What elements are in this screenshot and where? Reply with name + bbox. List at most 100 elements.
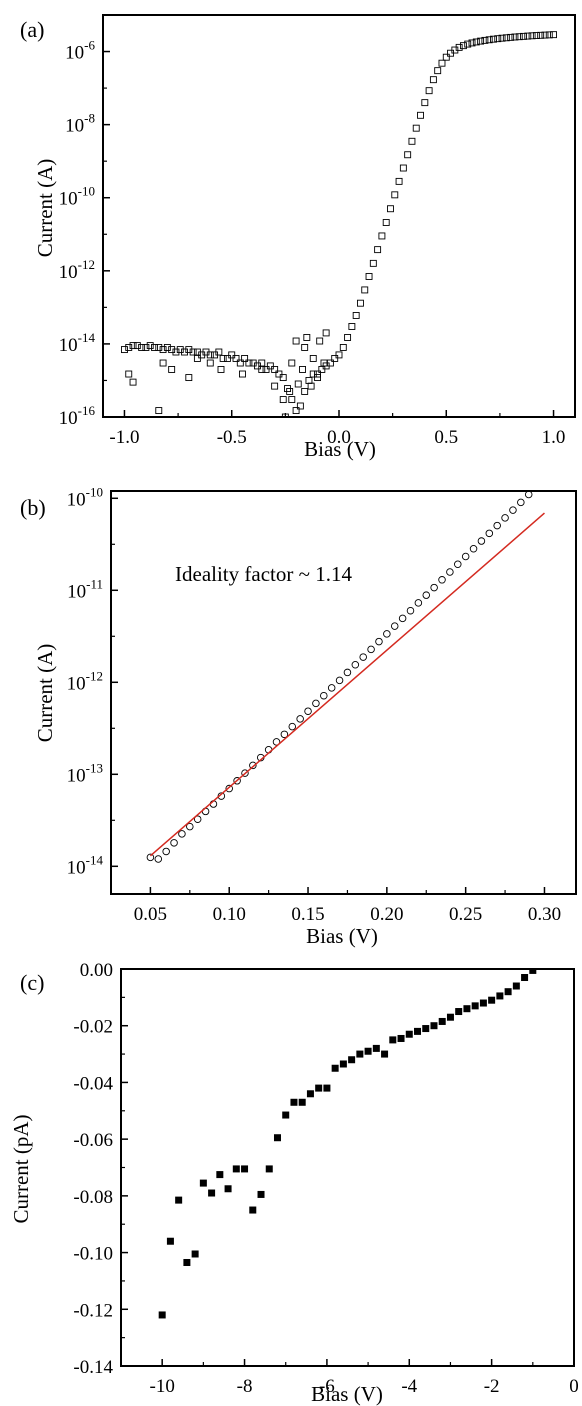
data-point <box>507 33 515 41</box>
plot-frame <box>102 14 576 418</box>
data-point <box>186 822 194 831</box>
x-tick-label: -0.5 <box>217 427 247 448</box>
data-point <box>303 334 311 341</box>
data-point <box>320 359 328 367</box>
data-point <box>494 35 502 43</box>
data-point <box>365 273 373 280</box>
data-point <box>481 36 489 44</box>
y-tick-label: -0.14 <box>73 1357 113 1378</box>
data-point <box>352 312 360 319</box>
data-point <box>279 396 287 404</box>
data-point <box>199 1179 207 1187</box>
data-point <box>339 1060 347 1068</box>
data-point <box>343 668 352 677</box>
data-point <box>146 342 154 350</box>
data-point <box>504 988 512 996</box>
x-tick-label: -4 <box>401 1376 417 1397</box>
data-point <box>446 568 454 576</box>
data-point <box>545 31 553 39</box>
data-point <box>166 1237 174 1245</box>
data-point <box>125 344 133 351</box>
data-point <box>369 259 377 267</box>
data-point <box>215 348 223 356</box>
data-point <box>288 722 297 731</box>
data-point <box>271 366 279 373</box>
data-point <box>286 388 294 395</box>
data-point <box>292 407 300 415</box>
data-point <box>154 855 163 863</box>
data-point <box>422 591 431 599</box>
data-point <box>422 1025 430 1033</box>
data-point <box>442 53 450 61</box>
data-point <box>361 286 369 294</box>
data-point <box>502 34 510 42</box>
y-tick-label: 10-10 <box>59 184 95 210</box>
data-point <box>315 1084 323 1092</box>
y-tick-label: -0.06 <box>73 1130 113 1151</box>
data-point <box>172 348 180 356</box>
data-point <box>374 246 382 254</box>
data-point <box>168 366 176 373</box>
y-tick-label: -0.12 <box>73 1300 113 1321</box>
data-point <box>430 583 438 592</box>
data-point <box>357 299 364 307</box>
y-tick-label: 10-12 <box>59 257 95 283</box>
data-point <box>257 1190 265 1198</box>
data-point <box>406 606 415 615</box>
data-point <box>228 351 236 359</box>
y-tick-label: 10-13 <box>67 760 103 786</box>
data-point <box>266 362 274 370</box>
panel-letter: (b) <box>20 495 46 520</box>
data-point <box>438 59 446 67</box>
data-point <box>477 37 485 45</box>
x-tick-label: 0.20 <box>370 904 403 925</box>
data-point <box>461 552 470 561</box>
data-point <box>375 637 383 646</box>
data-point <box>521 974 529 982</box>
data-point <box>414 599 423 607</box>
data-point <box>417 111 424 119</box>
data-point <box>438 1017 446 1025</box>
data-point <box>301 388 309 395</box>
data-point <box>335 351 343 359</box>
data-point <box>129 378 137 386</box>
data-point <box>189 348 197 356</box>
plot-frame <box>120 968 575 1367</box>
y-tick-label: 10-14 <box>59 330 96 356</box>
data-point <box>304 707 312 715</box>
data-point <box>309 355 317 362</box>
y-axis-label: Current (A) <box>33 159 57 258</box>
data-point <box>206 351 214 359</box>
data-point <box>351 661 360 669</box>
data-point <box>307 382 315 390</box>
y-tick-label: -0.08 <box>73 1187 113 1208</box>
data-point <box>223 355 231 362</box>
data-point <box>485 529 494 538</box>
data-point <box>378 232 386 240</box>
data-point <box>279 374 287 382</box>
data-point <box>455 43 463 51</box>
data-point <box>438 576 446 584</box>
data-point <box>391 191 399 199</box>
data-point <box>463 1005 471 1013</box>
data-point <box>524 491 533 499</box>
data-point <box>301 344 309 351</box>
data-point <box>501 514 509 522</box>
data-point <box>133 342 141 350</box>
data-point <box>217 366 225 373</box>
data-point <box>159 346 167 354</box>
data-point <box>155 407 163 415</box>
data-point <box>383 630 391 638</box>
data-point <box>390 622 399 630</box>
data-point <box>405 1030 413 1038</box>
data-point <box>224 1185 232 1193</box>
data-point <box>236 359 244 367</box>
data-point <box>327 684 336 692</box>
data-point <box>176 346 184 354</box>
data-point <box>258 366 266 373</box>
data-point <box>372 1044 380 1052</box>
data-point <box>524 32 532 40</box>
data-point <box>344 334 352 341</box>
y-tick-label: -0.02 <box>73 1017 113 1038</box>
data-point <box>175 1196 183 1204</box>
